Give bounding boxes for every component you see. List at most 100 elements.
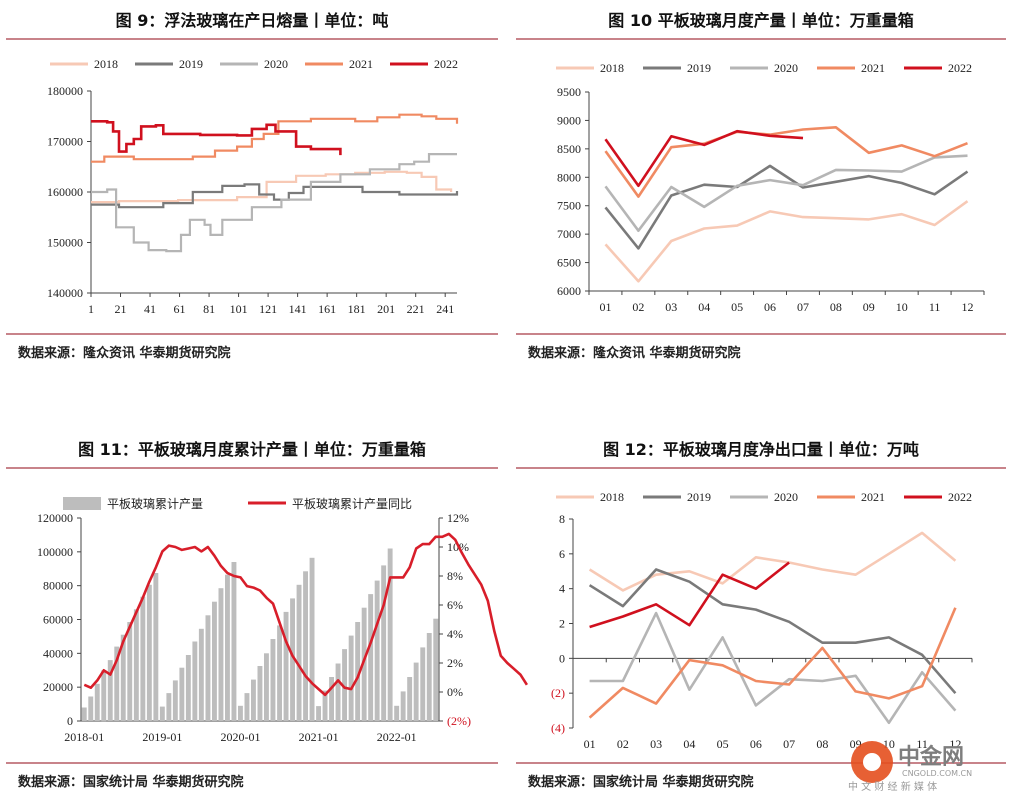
- series-line-2019: [588, 568, 957, 695]
- bar: [212, 601, 217, 721]
- legend-label-2018: 2018: [600, 490, 624, 504]
- y-tick-label: 7500: [557, 199, 581, 213]
- y-tick-label: 160000: [47, 185, 83, 199]
- y-tick-label: 60000: [43, 613, 73, 627]
- x-tick-label: 05: [731, 300, 743, 314]
- bar: [303, 571, 308, 721]
- source-text: 数据来源：国家统计局 华泰期货研究院: [528, 775, 754, 790]
- x-tick-label: 241: [436, 302, 454, 316]
- bar: [127, 622, 133, 721]
- y-tick-label: 170000: [47, 135, 83, 149]
- chart-title: 图 12：平板玻璃月度净出口量丨单位：万吨: [603, 440, 919, 459]
- source-text: 数据来源：隆众资讯 华泰期货研究院: [528, 346, 741, 361]
- title-rule: [6, 38, 498, 40]
- bar: [114, 646, 120, 721]
- source-rule: [6, 333, 498, 335]
- bar: [192, 641, 198, 721]
- series-line-2018: [604, 200, 969, 283]
- y-tick-label: 9000: [557, 113, 581, 127]
- x-tick-label: 2018-01: [64, 730, 104, 744]
- y-tick-label: 8000: [557, 170, 581, 184]
- bar: [120, 634, 126, 721]
- y-tick-label: 180000: [47, 84, 83, 98]
- x-tick-label: 21: [115, 302, 127, 316]
- bar: [94, 683, 100, 721]
- bar: [251, 679, 256, 721]
- bar: [394, 705, 400, 721]
- bar: [133, 609, 139, 721]
- legend-label-2020: 2020: [774, 490, 798, 504]
- bar: [316, 706, 321, 721]
- x-tick-label: 12: [962, 300, 974, 314]
- y-tick-label: 6500: [557, 256, 581, 270]
- bar: [198, 628, 204, 721]
- y2-tick-label: 0%: [447, 685, 463, 699]
- bar: [264, 653, 269, 721]
- x-tick-label: 2020-01: [220, 730, 260, 744]
- x-tick-label: 121: [259, 302, 277, 316]
- x-tick-label: 11: [916, 737, 928, 751]
- x-tick-label: 221: [407, 302, 425, 316]
- bar: [231, 562, 237, 721]
- panel-fig12: 图 12：平板玻璃月度净出口量丨单位：万吨 2018 2019 2020 2021 20…: [516, 430, 1006, 806]
- series-line-2019: [604, 164, 969, 250]
- legend-label-yoy: 平板玻璃累计产量同比: [292, 497, 412, 511]
- bar: [179, 667, 185, 721]
- x-tick-label: 2021-01: [299, 730, 339, 744]
- y2-tick-label: 12%: [447, 511, 469, 525]
- legend-label-2022: 2022: [434, 57, 458, 71]
- x-tick-label: 01: [584, 737, 596, 751]
- x-tick-label: 06: [750, 737, 762, 751]
- x-tick-label: 161: [318, 302, 336, 316]
- bar: [342, 649, 347, 721]
- bar: [257, 666, 263, 721]
- series-line-2021: [588, 607, 957, 719]
- y-tick-label: 2: [559, 617, 565, 631]
- source-rule: [6, 762, 498, 764]
- panel-fig9: 图 9：浮法玻璃在产日熔量丨单位：吨 2018 2019 2020 2021 2022 1…: [6, 0, 498, 366]
- chart-fig10: 2018 2019 2020 2021 2022 6000 6500 7000 7500 8000…: [556, 61, 985, 314]
- x-tick-label: 08: [830, 300, 842, 314]
- bar: [290, 598, 295, 721]
- source-text: 数据来源：隆众资讯 华泰期货研究院: [18, 346, 231, 361]
- y2-tick-label: 8%: [447, 569, 463, 583]
- x-tick-label: 04: [698, 300, 710, 314]
- bar: [159, 706, 165, 721]
- bar: [218, 588, 224, 721]
- x-tick-label: 181: [348, 302, 366, 316]
- series-line-2022: [604, 129, 804, 188]
- bar: [426, 633, 432, 721]
- x-tick-label: 02: [617, 737, 629, 751]
- legend-label-2018: 2018: [94, 57, 118, 71]
- legend-label-2020: 2020: [774, 61, 798, 75]
- x-tick-label: 05: [717, 737, 729, 751]
- legend-label-2019: 2019: [687, 61, 711, 75]
- bar: [153, 573, 159, 721]
- y2-tick-label: 6%: [447, 598, 463, 612]
- series-line-2022: [91, 120, 342, 156]
- x-tick-label: 141: [289, 302, 307, 316]
- y-tick-label: 6000: [557, 284, 581, 298]
- legend-label-2019: 2019: [179, 57, 203, 71]
- y-tick-label: 8500: [557, 142, 581, 156]
- y2-tick-label: (2%): [447, 714, 471, 728]
- y-tick-label: 0: [67, 714, 73, 728]
- title-rule: [6, 467, 498, 469]
- y-tick-label: 9500: [557, 85, 581, 99]
- legend-label-2020: 2020: [264, 57, 288, 71]
- bar: [205, 615, 211, 721]
- chart-title: 图 9：浮法玻璃在产日熔量丨单位：吨: [115, 11, 389, 30]
- watermark-logo: 中金网 CNGOLD.COM.CN 中 文 财 经 新 媒 体: [848, 741, 972, 793]
- y-tick-label: 4: [559, 582, 565, 596]
- y-tick-label: 140000: [47, 286, 83, 300]
- x-tick-label: 08: [816, 737, 828, 751]
- x-tick-label: 201: [377, 302, 395, 316]
- bar: [368, 594, 374, 721]
- bar: [172, 680, 178, 721]
- chart-fig11: 平板玻璃累计产量 平板玻璃累计产量同比 0 20000 40000 60000 80000 1…: [37, 497, 528, 744]
- bar: [361, 607, 367, 721]
- y2-tick-label: 2%: [447, 656, 463, 670]
- bar: [166, 693, 172, 721]
- x-tick-label: 06: [764, 300, 776, 314]
- x-tick-label: 2019-01: [142, 730, 182, 744]
